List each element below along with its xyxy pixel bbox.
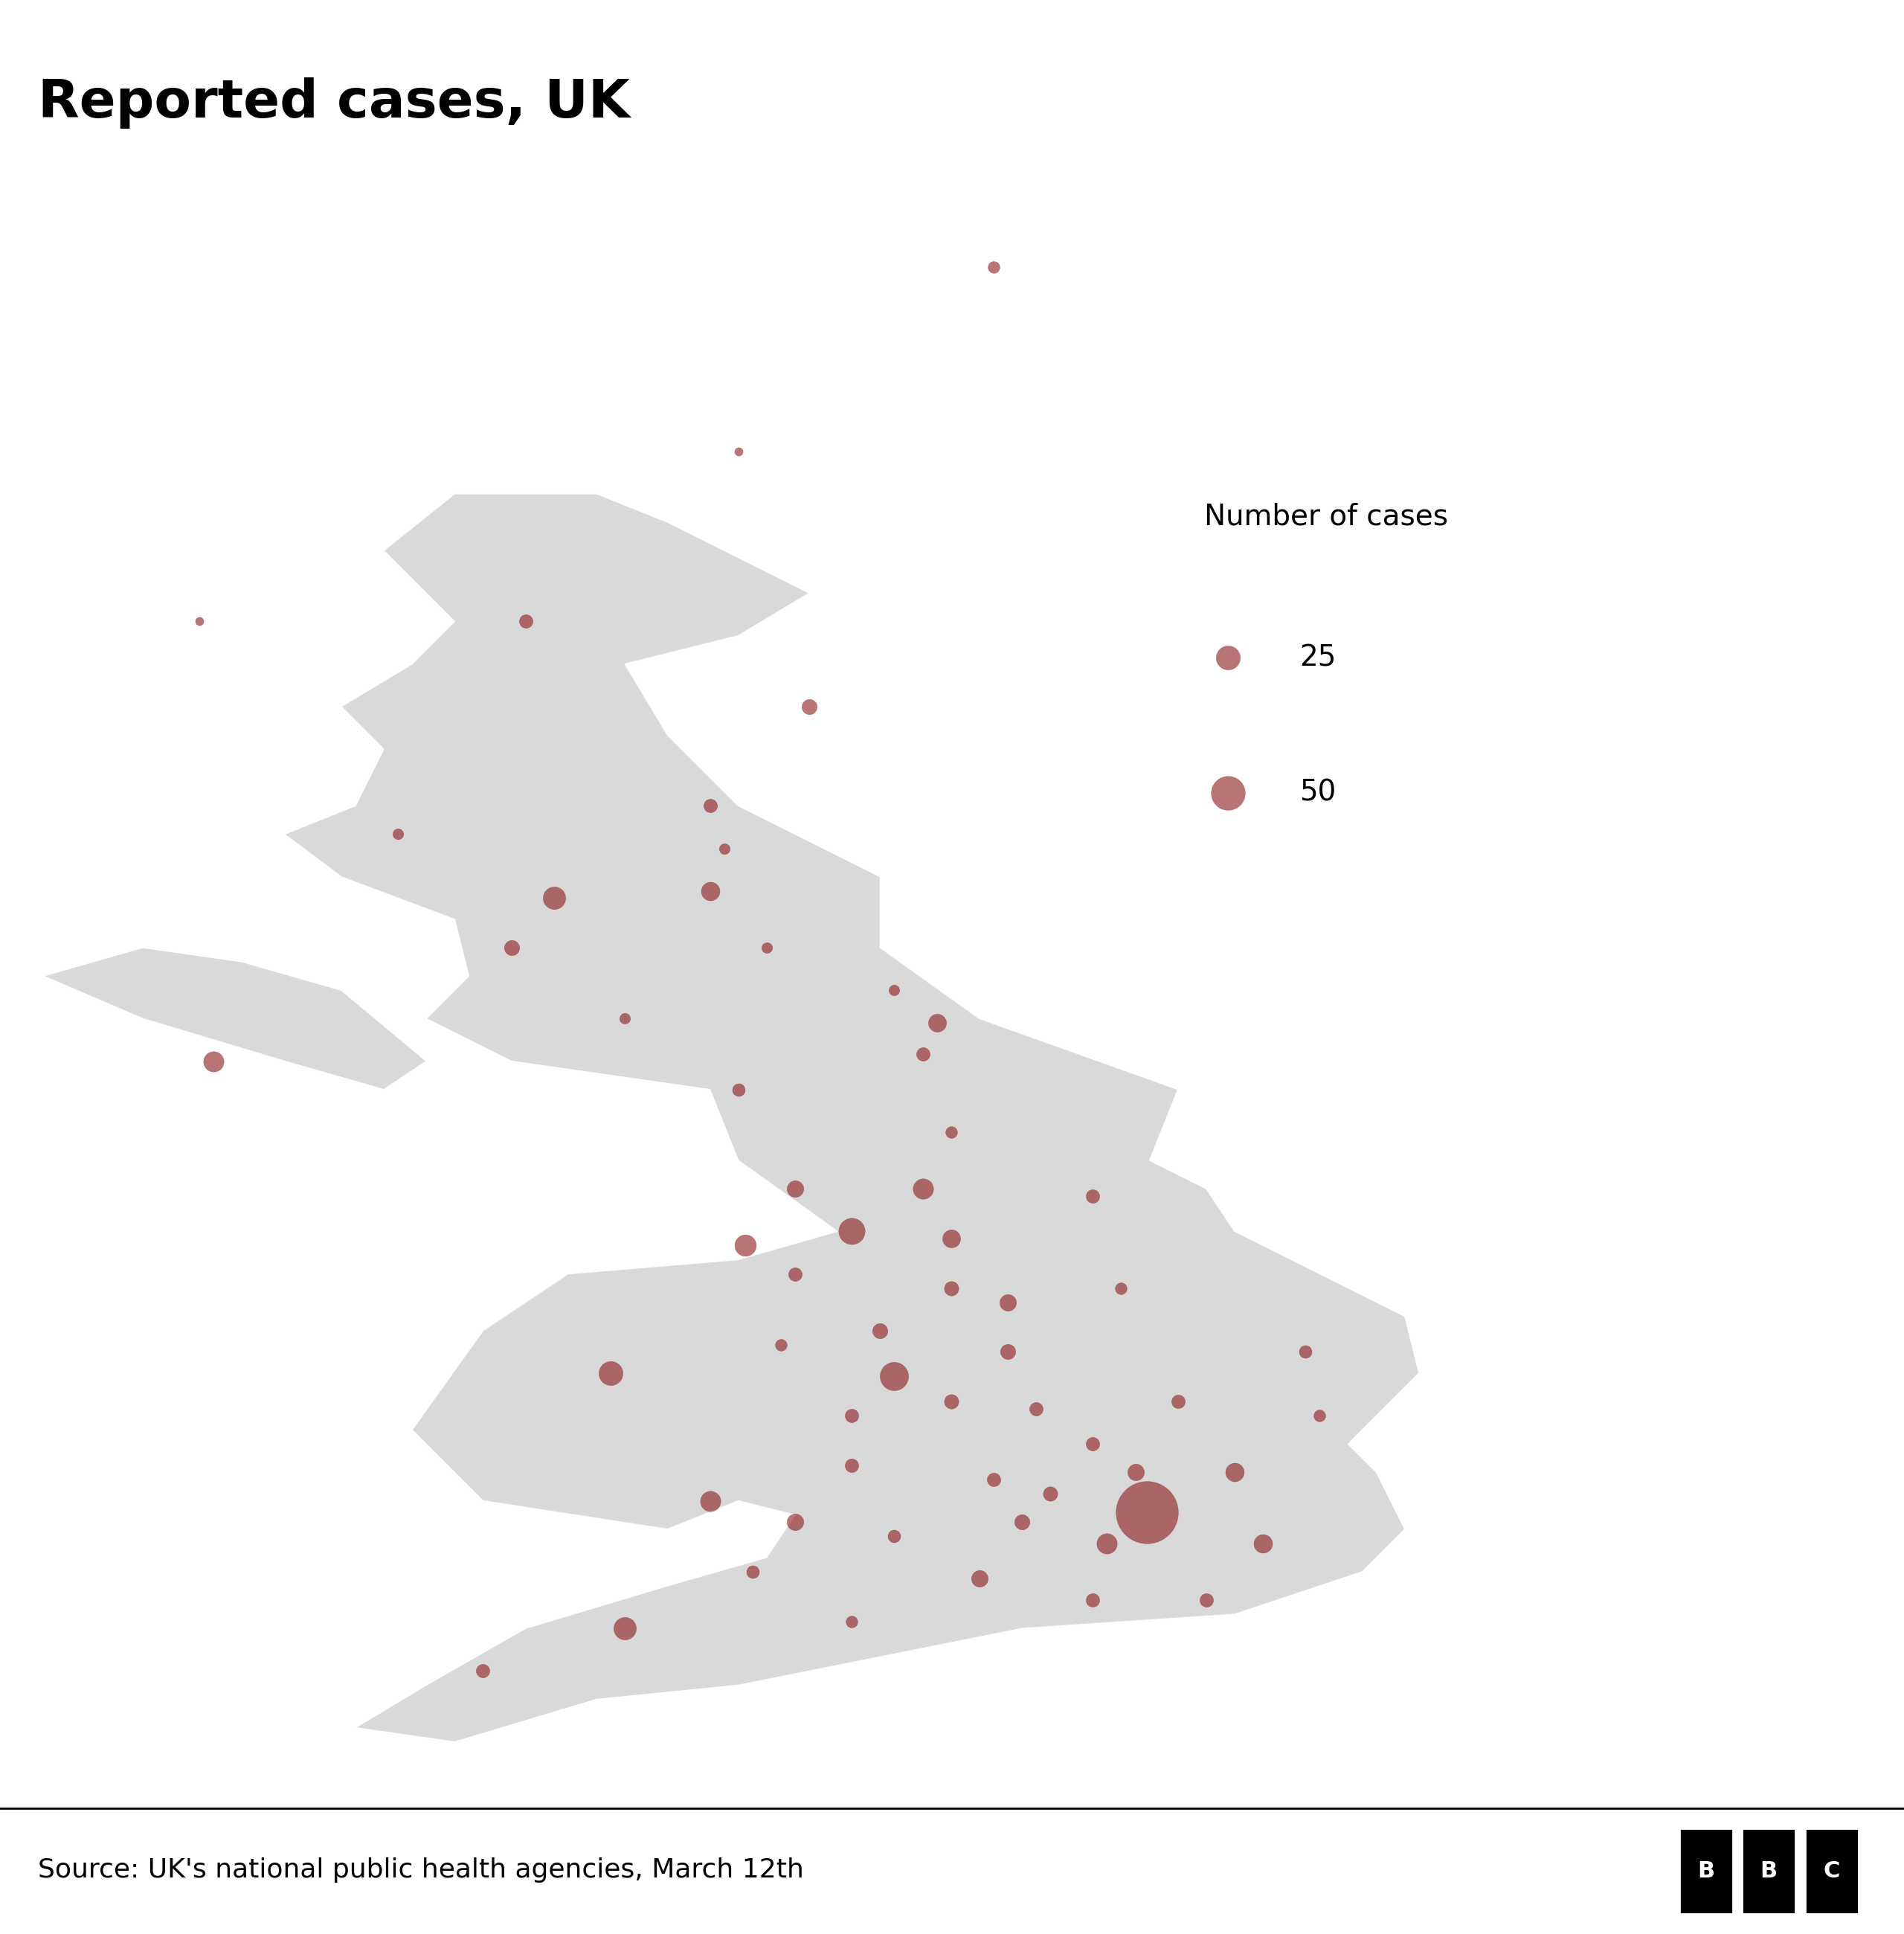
Point [1078, 1180, 1108, 1211]
Point [1163, 1387, 1194, 1418]
Point [781, 1259, 811, 1290]
Point [1007, 1507, 1038, 1538]
Point [781, 1174, 811, 1205]
Point [752, 932, 783, 963]
Point [695, 876, 725, 907]
Point [935, 1387, 965, 1418]
Text: B: B [1696, 1861, 1716, 1882]
Point [880, 1360, 910, 1391]
Point [765, 1329, 796, 1360]
Point [1078, 1584, 1108, 1615]
Point [908, 1039, 939, 1070]
Point [497, 932, 527, 963]
Polygon shape [284, 493, 1418, 1743]
Point [724, 1073, 754, 1104]
Point [1247, 1528, 1278, 1559]
Point [864, 1315, 895, 1346]
Point [539, 882, 569, 913]
Point [383, 818, 413, 849]
Point [992, 1286, 1022, 1317]
Point [1106, 1273, 1137, 1304]
Point [729, 1230, 760, 1261]
Text: C: C [1824, 1861, 1839, 1882]
Point [185, 605, 215, 636]
Text: Number of cases: Number of cases [1205, 503, 1449, 532]
Point [1304, 1400, 1335, 1431]
Text: Reported cases, UK: Reported cases, UK [38, 77, 630, 130]
Point [609, 1613, 640, 1644]
FancyBboxPatch shape [1679, 1830, 1733, 1915]
Point [1091, 1528, 1121, 1559]
Point [737, 1557, 767, 1588]
Point [836, 1216, 866, 1247]
Point [596, 1358, 626, 1389]
Point [1131, 1497, 1161, 1528]
Point [880, 975, 910, 1006]
Point [695, 791, 725, 822]
Point [992, 1336, 1022, 1367]
Point [908, 1174, 939, 1205]
Polygon shape [44, 948, 426, 1089]
Point [1219, 1456, 1249, 1487]
Point [1036, 1478, 1066, 1509]
Point [979, 251, 1009, 282]
Point [708, 834, 739, 864]
Point [922, 1008, 952, 1039]
FancyBboxPatch shape [1805, 1830, 1858, 1915]
Point [935, 1116, 965, 1147]
Point [836, 1450, 866, 1481]
FancyBboxPatch shape [1742, 1830, 1795, 1915]
Text: B: B [1759, 1861, 1778, 1882]
Point [935, 1222, 965, 1253]
Point [1120, 1456, 1150, 1487]
Point [963, 1563, 994, 1594]
Point [198, 1046, 228, 1077]
Point [1291, 1336, 1321, 1367]
Text: 25: 25 [1300, 644, 1337, 671]
Point [935, 1273, 965, 1304]
Text: 50: 50 [1300, 779, 1337, 806]
Point [1021, 1392, 1051, 1423]
Point [836, 1400, 866, 1431]
Point [609, 1004, 640, 1035]
Point [880, 1520, 910, 1551]
Point [781, 1507, 811, 1538]
Point [468, 1656, 499, 1686]
Point [979, 1464, 1009, 1495]
Point [724, 435, 754, 466]
Text: Source: UK's national public health agencies, March 12th: Source: UK's national public health agen… [38, 1857, 803, 1884]
Point [695, 1485, 725, 1516]
Point [510, 605, 541, 636]
Point [836, 1605, 866, 1636]
Point [1078, 1429, 1108, 1460]
Point [794, 690, 824, 721]
Point [1192, 1584, 1222, 1615]
